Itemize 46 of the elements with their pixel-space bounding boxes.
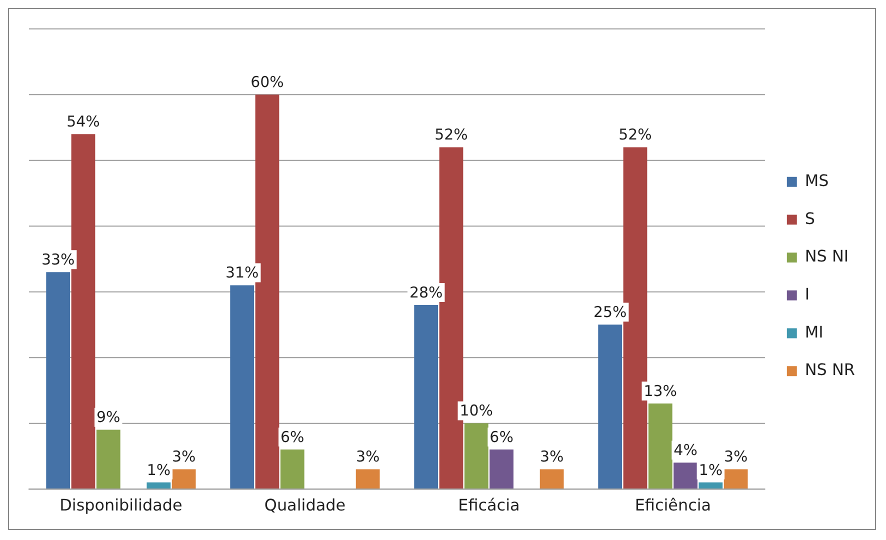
legend-label: S (804, 208, 815, 228)
bar (464, 423, 488, 488)
data-label: 6% (280, 428, 304, 446)
data-label: 3% (724, 448, 748, 466)
bar (698, 482, 723, 488)
bar (46, 272, 70, 488)
data-label: 3% (356, 448, 380, 466)
data-label: 1% (698, 460, 723, 479)
data-label: 6% (490, 428, 514, 446)
legend-label: I (804, 284, 810, 304)
data-label: 31% (225, 264, 259, 282)
legend-label: NS NR (804, 360, 856, 380)
bar (356, 469, 380, 488)
data-label: 10% (460, 402, 493, 420)
data-label: 3% (172, 448, 196, 466)
bar (490, 450, 514, 488)
bar (172, 469, 196, 488)
x-tick-label: Disponibilidade (60, 496, 182, 515)
x-tick-label: Qualidade (264, 496, 346, 515)
data-label: 52% (618, 126, 652, 144)
data-label: 52% (434, 126, 468, 144)
bar (674, 462, 698, 488)
bar (598, 324, 622, 488)
data-label: 54% (66, 112, 100, 130)
data-label: 60% (250, 73, 284, 92)
data-label: 4% (674, 441, 698, 460)
bar (146, 482, 171, 488)
data-label: 1% (146, 460, 171, 479)
data-label: 9% (96, 408, 120, 426)
data-label: 33% (41, 250, 75, 268)
x-tick-label: Eficácia (458, 496, 520, 515)
bar (724, 469, 748, 488)
bar (414, 304, 438, 488)
data-label: 28% (409, 283, 443, 302)
bar (280, 450, 304, 488)
bar (540, 469, 564, 488)
data-label: 25% (593, 303, 627, 322)
x-tick-label: Eficiência (634, 496, 712, 515)
legend-label: MI (804, 322, 824, 342)
bar (96, 430, 120, 488)
bar (648, 404, 672, 488)
data-label: 3% (540, 448, 564, 466)
legend-label: MS (804, 170, 829, 190)
data-label: 13% (644, 382, 677, 400)
bar (230, 285, 254, 488)
legend-label: NS NI (804, 246, 849, 266)
